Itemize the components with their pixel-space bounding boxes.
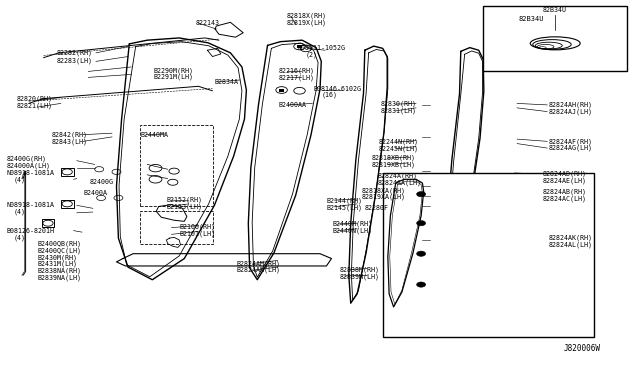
Text: 82B34U: 82B34U (518, 16, 544, 22)
Text: 82400G: 82400G (90, 179, 114, 185)
Text: 82216(RH): 82216(RH) (278, 67, 314, 74)
Text: 82819XA(LH): 82819XA(LH) (362, 194, 406, 201)
Text: B2291M(LH): B2291M(LH) (154, 74, 193, 80)
Text: 82821(LH): 82821(LH) (17, 102, 52, 109)
Bar (297, 45, 302, 48)
Text: B2838NA(RH): B2838NA(RH) (37, 267, 81, 274)
Text: B2290M(RH): B2290M(RH) (154, 67, 193, 74)
Text: 82818XA(RH): 82818XA(RH) (362, 187, 406, 194)
Text: 82824AA(LH): 82824AA(LH) (378, 179, 422, 186)
Text: 82830(RH): 82830(RH) (381, 101, 417, 108)
Text: 82820(RH): 82820(RH) (17, 95, 52, 102)
Bar (140, 211, 213, 244)
Text: 82824AH(RH): 82824AH(RH) (548, 102, 593, 108)
Bar (42, 219, 54, 227)
Text: 82819X(LH): 82819X(LH) (287, 19, 327, 26)
Text: 82282(RH): 82282(RH) (56, 49, 92, 56)
Bar (140, 125, 213, 206)
Bar (383, 173, 594, 337)
Bar (61, 200, 74, 208)
Text: J820006W: J820006W (563, 344, 600, 353)
Text: 822143: 822143 (195, 20, 219, 26)
Text: B2400AA: B2400AA (278, 102, 307, 108)
Text: (16): (16) (321, 92, 337, 99)
Text: 82244N(RH): 82244N(RH) (379, 139, 419, 145)
Text: 82824A(RH): 82824A(RH) (378, 172, 417, 179)
Text: 82819XB(LH): 82819XB(LH) (371, 161, 415, 168)
Text: 82824AE(LH): 82824AE(LH) (543, 177, 587, 184)
Text: B2440MA: B2440MA (141, 132, 169, 138)
Text: B2431M(LH): B2431M(LH) (37, 261, 77, 267)
Text: B2824AN(LH): B2824AN(LH) (237, 267, 281, 273)
Text: 82824AJ(LH): 82824AJ(LH) (548, 108, 593, 115)
Text: B2400QC(LH): B2400QC(LH) (37, 247, 81, 254)
Text: N08911-1052G: N08911-1052G (298, 45, 346, 51)
Text: B2839NA(LH): B2839NA(LH) (37, 274, 81, 281)
Text: (4): (4) (14, 176, 26, 183)
Circle shape (417, 251, 426, 256)
Text: 82839M(LH): 82839M(LH) (339, 273, 380, 280)
Text: B2101(LH): B2101(LH) (179, 230, 215, 237)
Text: B2400A: B2400A (83, 190, 108, 196)
Circle shape (417, 282, 426, 287)
Text: 82818XB(RH): 82818XB(RH) (371, 155, 415, 161)
Text: 82283(LH): 82283(LH) (56, 57, 92, 64)
Text: 82824AD(RH): 82824AD(RH) (543, 171, 587, 177)
Text: B2153(LH): B2153(LH) (166, 203, 202, 210)
Text: B2144(RH): B2144(RH) (326, 198, 362, 204)
Text: (4): (4) (14, 209, 26, 215)
Text: N08918-1081A: N08918-1081A (6, 170, 54, 176)
Text: 82824AC(LH): 82824AC(LH) (543, 195, 587, 202)
Text: 82824AF(RH): 82824AF(RH) (548, 138, 593, 145)
Text: 82B34U: 82B34U (543, 7, 566, 13)
Text: 82824AK(RH): 82824AK(RH) (548, 235, 593, 241)
Text: 82280F: 82280F (365, 205, 388, 211)
Text: B2145(LH): B2145(LH) (326, 204, 362, 211)
Bar (483, 6, 627, 71)
Text: B2152(RH): B2152(RH) (166, 197, 202, 203)
Text: 82838M(RH): 82838M(RH) (339, 266, 380, 273)
Bar (61, 168, 74, 176)
Circle shape (417, 192, 426, 197)
Text: 82824AB(RH): 82824AB(RH) (543, 188, 587, 195)
Text: 82400G(RH): 82400G(RH) (6, 156, 46, 163)
Text: B2100(RH): B2100(RH) (179, 224, 215, 230)
Text: N08918-1081A: N08918-1081A (6, 202, 54, 208)
Circle shape (417, 221, 426, 226)
Text: 82824AL(LH): 82824AL(LH) (548, 241, 593, 248)
Text: 82824AG(LH): 82824AG(LH) (548, 145, 593, 151)
Text: B08126-8201H: B08126-8201H (6, 228, 54, 234)
Text: B2440N(LH): B2440N(LH) (333, 227, 372, 234)
Text: B2400QB(RH): B2400QB(RH) (37, 241, 81, 247)
Bar (279, 89, 284, 92)
Text: 82831(LH): 82831(LH) (381, 108, 417, 114)
Text: 82843(LH): 82843(LH) (51, 138, 87, 145)
Text: 82245N(LH): 82245N(LH) (379, 145, 419, 152)
Text: (2): (2) (306, 52, 318, 58)
Text: B08146-6102G: B08146-6102G (314, 86, 362, 92)
Text: 82842(RH): 82842(RH) (51, 131, 87, 138)
Text: B2430M(RH): B2430M(RH) (37, 254, 77, 261)
Text: 82217(LH): 82217(LH) (278, 74, 314, 81)
Text: B2440M(RH): B2440M(RH) (333, 221, 372, 227)
Text: B2834A: B2834A (214, 79, 239, 85)
Text: 82818X(RH): 82818X(RH) (287, 12, 327, 19)
Text: (4): (4) (14, 234, 26, 241)
Text: 824000A(LH): 824000A(LH) (6, 163, 51, 169)
Text: B2824AM(RH): B2824AM(RH) (237, 260, 281, 267)
